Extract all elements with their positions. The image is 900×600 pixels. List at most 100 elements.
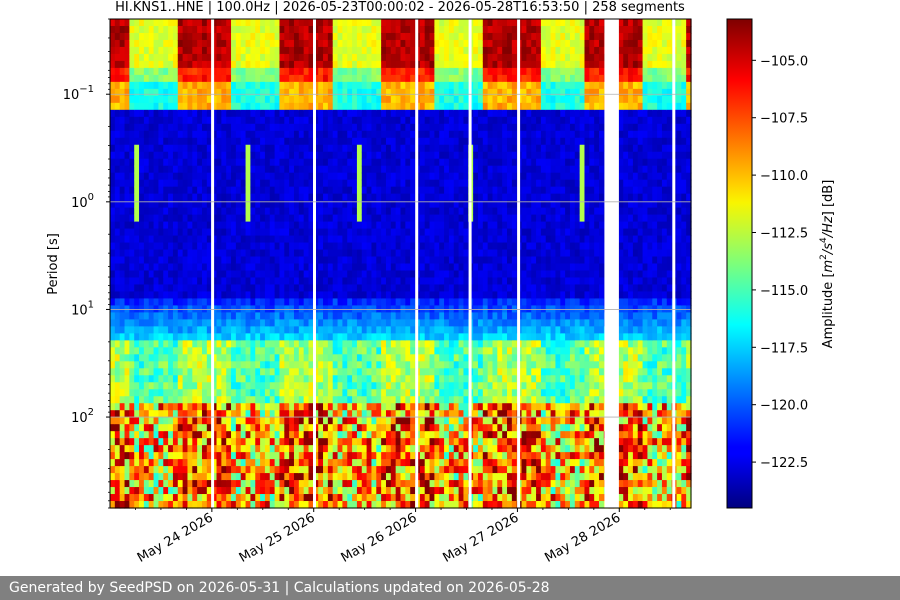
heatmap-cell	[371, 235, 377, 244]
heatmap-cell	[153, 207, 160, 216]
heatmap-cell	[405, 221, 411, 230]
heatmap-cell	[129, 340, 135, 348]
heatmap-cell	[255, 151, 261, 160]
heatmap-cell	[110, 214, 116, 223]
heatmap-cell	[381, 480, 387, 488]
heatmap-cell	[356, 438, 363, 446]
heatmap-cell	[226, 46, 232, 55]
heatmap-cell	[342, 473, 348, 481]
heatmap-cell	[201, 53, 208, 62]
heatmap-cell	[308, 186, 314, 195]
heatmap-cell	[192, 19, 198, 27]
heatmap-cell	[192, 88, 198, 97]
heatmap-cell	[211, 88, 218, 97]
heatmap-cell	[308, 445, 314, 453]
heatmap-cell	[400, 354, 406, 362]
heatmap-cell	[424, 368, 431, 376]
heatmap-cell	[124, 172, 130, 181]
heatmap-cell	[211, 277, 218, 286]
heatmap-cell	[390, 165, 397, 174]
heatmap-cell	[444, 396, 450, 404]
heatmap-cell	[332, 501, 339, 509]
heatmap-cell	[274, 256, 281, 265]
heatmap-cell	[197, 67, 203, 76]
heatmap-cell	[337, 494, 343, 502]
heatmap-cell	[197, 151, 203, 160]
heatmap-cell	[158, 186, 164, 195]
heatmap-cell	[240, 228, 247, 237]
heatmap-cell	[395, 291, 402, 300]
heatmap-cell	[250, 277, 256, 286]
heatmap-cell	[361, 263, 368, 272]
heatmap-cell	[216, 165, 222, 174]
heatmap-cell	[226, 95, 232, 104]
heatmap-cell	[429, 270, 435, 279]
heatmap-cell	[284, 67, 290, 76]
heatmap-cell	[221, 473, 227, 481]
heatmap-cell	[235, 88, 242, 97]
heatmap-cell	[361, 200, 368, 209]
heatmap-cell	[313, 74, 319, 83]
heatmap-cell	[434, 368, 440, 376]
heatmap-cell	[172, 95, 179, 104]
heatmap-cell	[172, 235, 179, 244]
heatmap-cell	[284, 277, 290, 286]
heatmap-cell	[250, 53, 256, 62]
heatmap-cell	[366, 396, 373, 404]
heatmap-cell	[293, 256, 300, 265]
heatmap-cell	[313, 95, 319, 104]
heatmap-cell	[429, 221, 435, 230]
heatmap-cell	[410, 46, 416, 55]
heatmap-cell	[134, 403, 140, 411]
heatmap-cell	[376, 137, 382, 146]
heatmap-cell	[366, 319, 373, 327]
heatmap-cell	[434, 116, 440, 125]
heatmap-cell	[293, 228, 300, 237]
heatmap-cell	[361, 53, 368, 62]
heatmap-cell	[395, 270, 402, 279]
heatmap-cell	[381, 53, 387, 62]
heatmap-cell	[279, 116, 285, 125]
heatmap-cell	[284, 473, 290, 481]
heatmap-cell	[153, 137, 160, 146]
heatmap-cell	[332, 466, 339, 474]
heatmap-cell	[279, 221, 285, 230]
heatmap-cell	[284, 480, 290, 488]
heatmap-cell	[318, 60, 324, 69]
heatmap-cell	[313, 151, 319, 160]
heatmap-cell	[337, 298, 343, 307]
heatmap-cell	[279, 340, 285, 348]
heatmap-cell	[444, 249, 450, 258]
heatmap-cell	[298, 179, 305, 188]
heatmap-cell	[250, 466, 256, 474]
heatmap-cell	[148, 487, 155, 495]
heatmap-cell	[429, 46, 435, 55]
heatmap-cell	[192, 312, 198, 320]
heatmap-cell	[269, 340, 276, 348]
heatmap-cell	[313, 186, 319, 195]
heatmap-cell	[293, 186, 300, 195]
heatmap-cell	[434, 221, 440, 230]
heatmap-cell	[250, 242, 256, 251]
heatmap-cell	[197, 375, 203, 383]
heatmap-cell	[308, 130, 314, 139]
heatmap-cell	[410, 165, 416, 174]
heatmap-cell	[337, 137, 343, 146]
heatmap-cell	[356, 452, 363, 460]
heatmap-cell	[371, 179, 377, 188]
heatmap-cell	[187, 452, 193, 460]
heatmap-cell	[139, 144, 145, 153]
heatmap-cell	[216, 137, 222, 146]
heatmap-cell	[221, 235, 227, 244]
heatmap-cell	[206, 396, 213, 404]
heatmap-cell	[255, 291, 261, 300]
heatmap-cell	[119, 347, 126, 355]
heatmap-cell	[226, 396, 232, 404]
heatmap-cell	[424, 88, 431, 97]
heatmap-cell	[226, 256, 232, 265]
heatmap-cell	[444, 53, 450, 62]
heatmap-cell	[279, 298, 285, 307]
heatmap-cell	[119, 354, 126, 362]
heatmap-cell	[168, 109, 174, 118]
heatmap-cell	[444, 235, 450, 244]
